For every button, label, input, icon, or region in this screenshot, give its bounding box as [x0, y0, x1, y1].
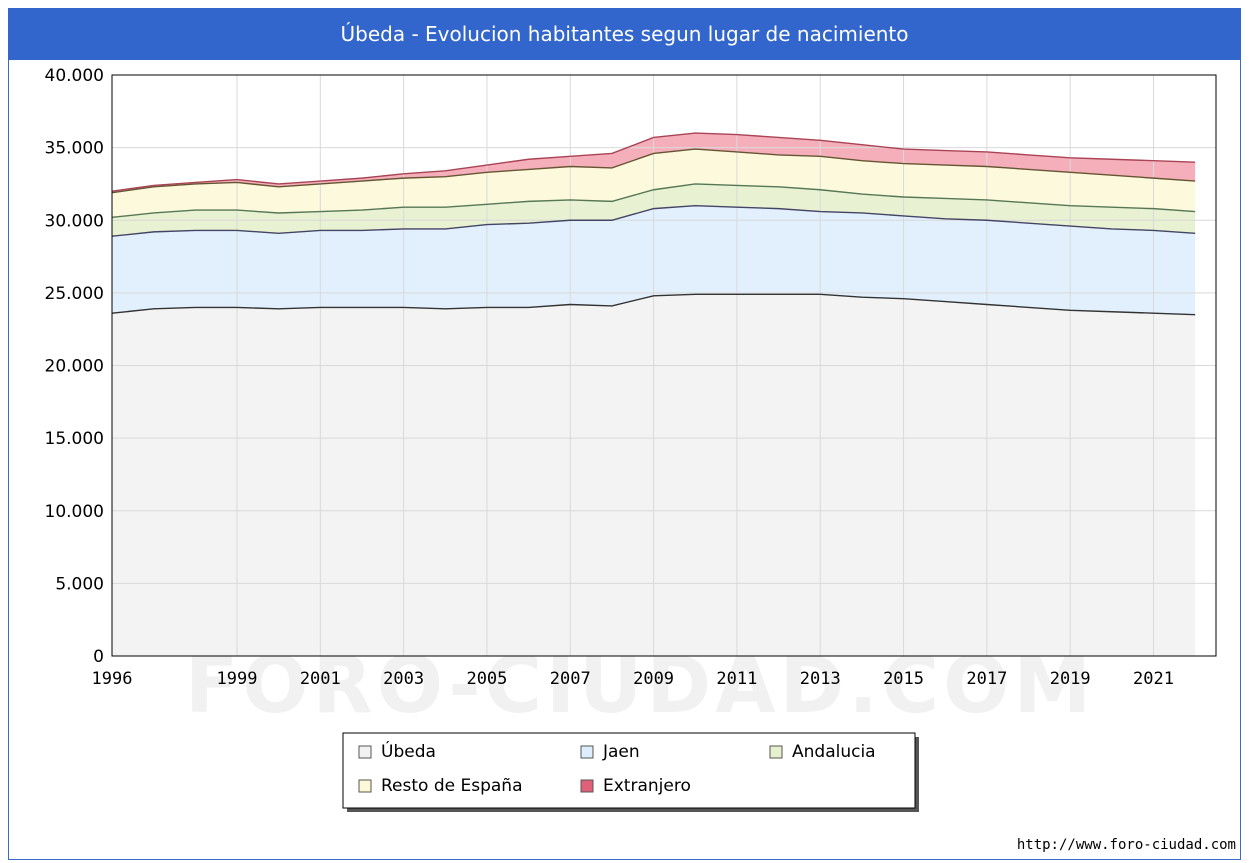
legend-swatch: [580, 779, 594, 793]
series-line-extranjero: [111, 132, 1196, 192]
plot-border: [111, 74, 1217, 657]
y-tick-label: 35.000: [45, 139, 104, 159]
chart-title: Úbeda - Evolucion habitantes segun lugar…: [8, 8, 1241, 60]
y-tick-label: 0: [93, 647, 104, 667]
x-tick-label: 1999: [217, 669, 258, 689]
y-tick-label: 20.000: [45, 357, 104, 377]
x-tick-label: 2017: [966, 669, 1007, 689]
legend-label: Jaen: [602, 742, 640, 762]
x-tick-label: 2005: [466, 669, 507, 689]
x-tick-label: 2011: [716, 669, 757, 689]
y-tick-label: 15.000: [45, 429, 104, 449]
y-tick-label: 30.000: [45, 211, 104, 231]
legend-swatch: [769, 745, 783, 759]
x-tick-label: 2003: [383, 669, 424, 689]
x-tick-label: 2001: [300, 669, 341, 689]
legend-label: Andalucia: [792, 742, 876, 762]
series-line-jaen: [111, 205, 1196, 237]
y-tick-label: 40.000: [45, 66, 104, 86]
x-tick-label: 2019: [1050, 669, 1091, 689]
legend-label: Extranjero: [603, 776, 691, 796]
series-line--beda: [111, 293, 1196, 316]
source-url: http://www.foro-ciudad.com: [1016, 837, 1236, 853]
y-tick-label: 5.000: [55, 574, 104, 594]
series-line-andalucia: [111, 183, 1196, 219]
x-tick-label: 2015: [883, 669, 924, 689]
x-tick-label: 2009: [633, 669, 674, 689]
y-tick-label: 25.000: [45, 284, 104, 304]
area-andalucia: [112, 183, 1196, 237]
x-tick-label: 2007: [550, 669, 591, 689]
x-tick-label: 2013: [800, 669, 841, 689]
legend-label: Resto de España: [381, 776, 523, 796]
x-tick-label: 2021: [1133, 669, 1174, 689]
series-line-resto-de-espa-a: [111, 148, 1196, 194]
legend-box: [342, 732, 916, 809]
x-tick-label: 1996: [92, 669, 133, 689]
legend-label: Úbeda: [381, 740, 436, 762]
area-extranjero: [112, 133, 1196, 193]
y-tick-label: 10.000: [45, 502, 104, 522]
legend-swatch: [358, 745, 372, 759]
legend-swatch: [580, 745, 594, 759]
legend-swatch: [358, 779, 372, 793]
